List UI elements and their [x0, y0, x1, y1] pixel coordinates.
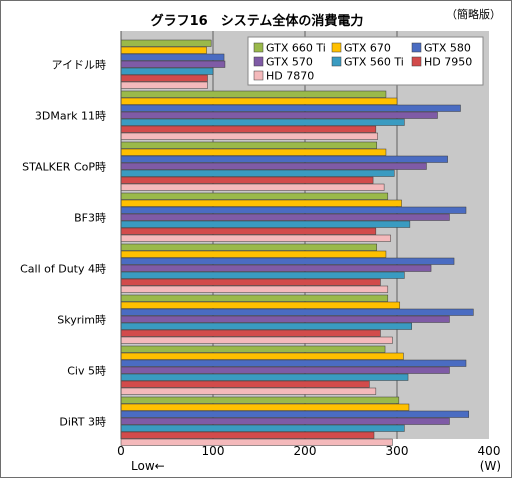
bar	[120, 257, 455, 265]
x-tick-label: 300	[386, 444, 409, 458]
x-tick-label: 200	[294, 444, 317, 458]
legend-swatch	[411, 56, 422, 67]
bar	[120, 431, 375, 439]
bar	[120, 125, 377, 133]
bar	[120, 345, 386, 353]
bar	[120, 148, 387, 156]
bar	[120, 308, 474, 316]
legend-label: GTX 570	[266, 56, 313, 69]
bar	[120, 97, 398, 105]
x-tick-labels: 0 100 200 300 400	[117, 444, 500, 458]
category-label: STALKER CoP時	[22, 161, 106, 174]
bar	[120, 104, 461, 112]
bar	[120, 46, 207, 54]
legend-swatch	[331, 42, 342, 53]
bar	[120, 410, 470, 418]
category-label: 3DMark 11時	[35, 110, 106, 123]
bar	[120, 359, 467, 367]
x-unit-label: (W)	[480, 459, 501, 473]
bar	[120, 243, 378, 251]
x-tick-label: 100	[202, 444, 225, 458]
legend-label: GTX 670	[344, 42, 391, 55]
bar	[120, 373, 409, 381]
bar	[120, 315, 450, 323]
bar	[120, 220, 411, 228]
category-label: BF3時	[74, 212, 106, 225]
bar	[120, 176, 374, 184]
bar	[120, 271, 405, 279]
bar	[120, 199, 402, 207]
x-tick-label: 400	[478, 444, 501, 458]
chart-title: グラフ16 システム全体の消費電力	[151, 13, 364, 29]
bar	[120, 250, 387, 258]
bar	[120, 169, 395, 177]
legend-label: GTX 560 Ti	[344, 56, 404, 69]
bar	[120, 403, 410, 411]
bar	[120, 301, 401, 309]
bar	[120, 329, 381, 337]
bar	[120, 155, 448, 163]
bar	[120, 39, 212, 47]
bar	[120, 396, 400, 404]
category-label: DiRT 3時	[59, 416, 106, 429]
bar	[120, 264, 432, 272]
bar	[120, 417, 450, 425]
bar	[120, 294, 389, 302]
bar	[120, 90, 387, 98]
bar	[120, 322, 412, 330]
legend-label: GTX 580	[424, 42, 471, 55]
legend-label: HD 7950	[424, 56, 472, 69]
legend-box	[247, 36, 484, 86]
bar	[120, 380, 370, 388]
bar	[120, 206, 467, 214]
category-label: Civ 5時	[67, 365, 106, 378]
bar	[120, 192, 389, 200]
bar	[120, 118, 405, 126]
legend-swatch	[411, 42, 422, 53]
bar	[120, 387, 377, 395]
legend-label: HD 7870	[266, 70, 314, 83]
category-label: Skyrim時	[57, 314, 106, 327]
legend-swatch	[253, 42, 264, 53]
bar	[120, 278, 381, 286]
bar	[120, 67, 214, 75]
bar	[120, 285, 389, 293]
legend-label: GTX 660 Ti	[266, 42, 326, 55]
bar	[120, 132, 378, 140]
legend-swatch	[253, 70, 264, 81]
bar	[120, 141, 378, 149]
category-label: アイドル時	[52, 59, 106, 72]
bar	[120, 183, 385, 191]
category-label: Call of Duty 4時	[20, 263, 106, 276]
bar	[120, 227, 377, 235]
x-direction-label: Low←	[131, 459, 165, 473]
legend-swatch	[253, 56, 264, 67]
bar	[120, 81, 208, 89]
bar	[120, 438, 393, 446]
bar	[120, 352, 404, 360]
bar	[120, 111, 438, 119]
bar	[120, 74, 208, 82]
bar	[120, 234, 391, 242]
note-label: （簡略版）	[446, 7, 501, 21]
x-tick-label: 0	[117, 444, 125, 458]
bar	[120, 366, 450, 374]
bar	[120, 162, 427, 170]
bar	[120, 336, 393, 344]
bar	[120, 60, 226, 68]
legend: GTX 660 Ti GTX 670 GTX 580 GTX 570 GTX 560 T…	[247, 36, 484, 86]
legend-swatch	[331, 56, 342, 67]
bars	[120, 39, 474, 446]
bar	[120, 424, 405, 432]
category-labels: アイドル時 3DMark 11時 STALKER CoP時 BF3時 Call of D…	[20, 59, 106, 429]
bar	[120, 53, 225, 61]
bar	[120, 213, 450, 221]
